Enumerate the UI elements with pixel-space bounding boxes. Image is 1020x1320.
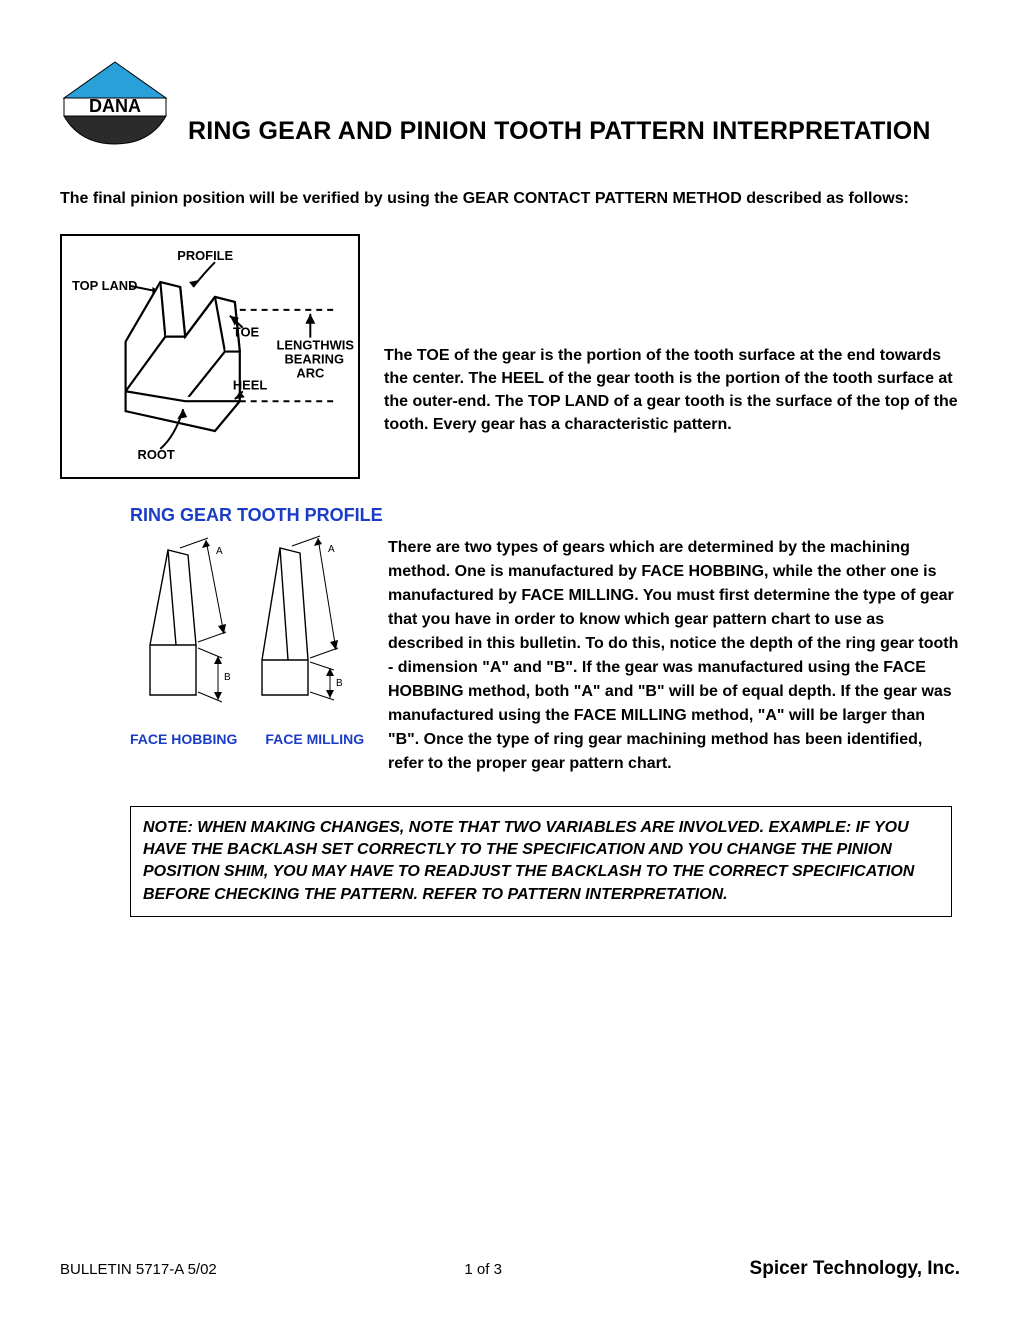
company-name: Spicer Technology, Inc. [750, 1258, 960, 1280]
gear-terminology-figure: PROFILE TOP LAND [60, 234, 360, 479]
svg-text:B: B [336, 678, 343, 689]
terminology-paragraph: The TOE of the gear is the portion of th… [384, 234, 960, 437]
svg-text:A: A [328, 544, 335, 555]
svg-text:TOP LAND: TOP LAND [72, 278, 138, 293]
logo-text: DANA [89, 96, 141, 116]
note-box: NOTE: WHEN MAKING CHANGES, NOTE THAT TWO… [130, 806, 952, 918]
svg-text:ARC: ARC [296, 365, 324, 380]
dana-logo: DANA [60, 60, 170, 150]
intro-paragraph: The final pinion position will be verifi… [60, 188, 960, 210]
svg-text:BEARING: BEARING [284, 351, 344, 366]
svg-text:TOE: TOE [233, 324, 260, 339]
document-page: DANA RING GEAR AND PINION TOOTH PATTERN … [0, 0, 1020, 1320]
profile-section-heading: RING GEAR TOOTH PROFILE [130, 505, 960, 526]
svg-text:PROFILE: PROFILE [177, 248, 233, 263]
svg-text:ROOT: ROOT [138, 446, 175, 461]
profile-method-labels: FACE HOBBING FACE MILLING [130, 731, 370, 747]
figure1-row: PROFILE TOP LAND [60, 234, 960, 479]
header-row: DANA RING GEAR AND PINION TOOTH PATTERN … [60, 60, 960, 150]
bulletin-id: BULLETIN 5717-A 5/02 [60, 1261, 217, 1278]
page-footer: BULLETIN 5717-A 5/02 1 of 3 Spicer Techn… [60, 1258, 960, 1280]
face-milling-label: FACE MILLING [265, 731, 364, 747]
page-title: RING GEAR AND PINION TOOTH PATTERN INTER… [188, 117, 931, 150]
svg-text:HEEL: HEEL [233, 377, 268, 392]
page-number: 1 of 3 [464, 1261, 502, 1278]
figure2-row: A B A [60, 530, 960, 776]
tooth-profile-figure: A B A [60, 530, 370, 747]
svg-text:LENGTHWISE: LENGTHWISE [277, 337, 354, 352]
face-hobbing-label: FACE HOBBING [130, 731, 237, 747]
svg-text:B: B [224, 672, 231, 683]
machining-method-paragraph: There are two types of gears which are d… [388, 530, 960, 776]
svg-text:A: A [216, 546, 223, 557]
